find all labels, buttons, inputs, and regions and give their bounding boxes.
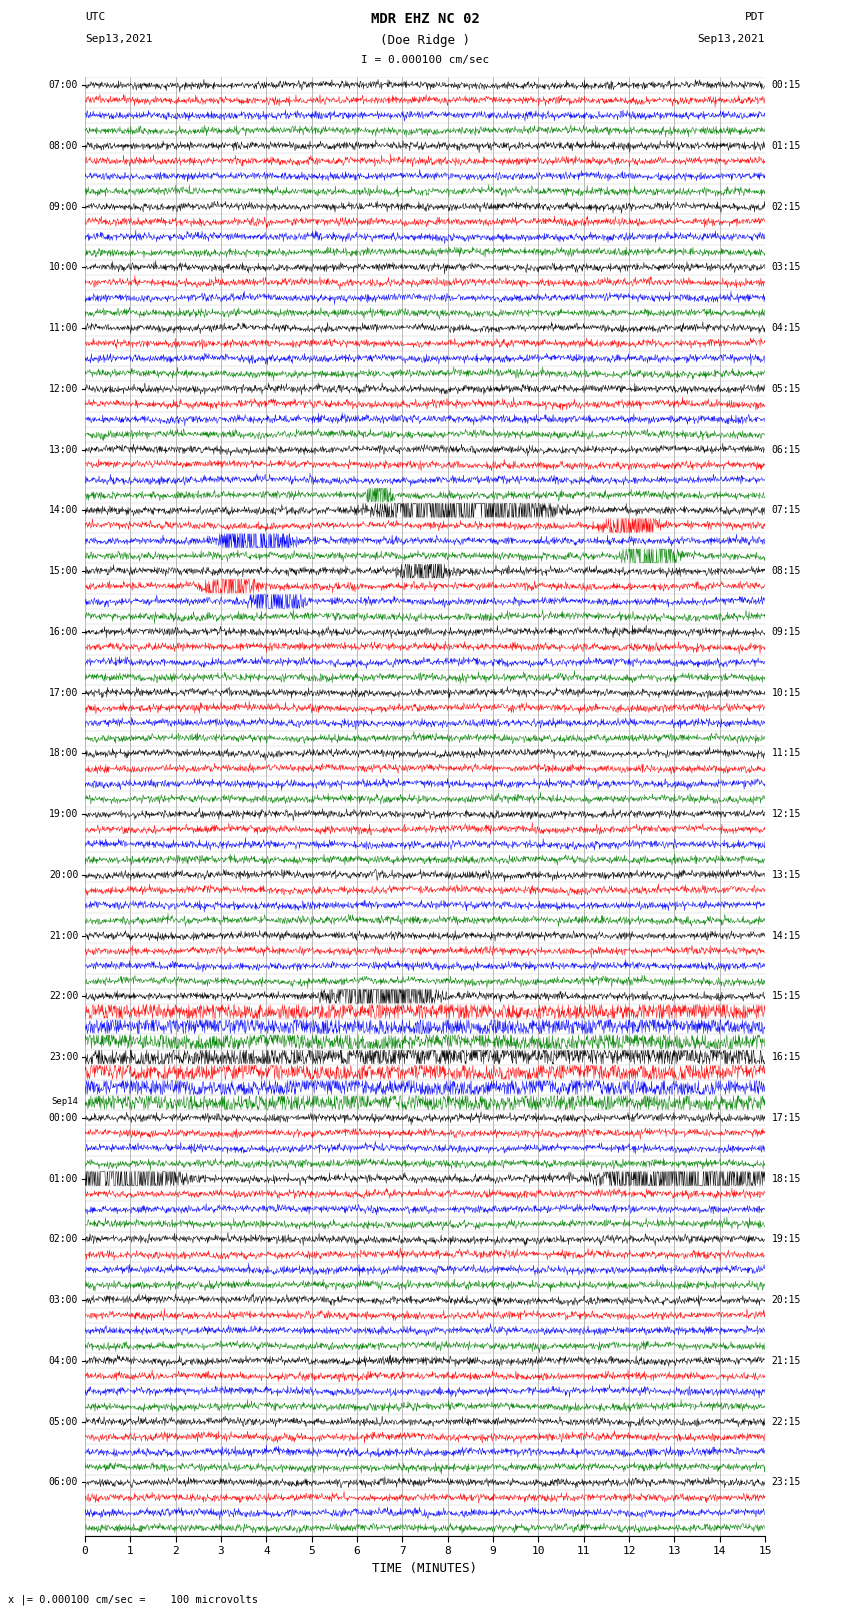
Text: 17:15: 17:15 bbox=[772, 1113, 802, 1123]
Text: 21:15: 21:15 bbox=[772, 1357, 802, 1366]
Text: MDR EHZ NC 02: MDR EHZ NC 02 bbox=[371, 11, 479, 26]
Text: I = 0.000100 cm/sec: I = 0.000100 cm/sec bbox=[361, 55, 489, 65]
Text: 13:15: 13:15 bbox=[772, 869, 802, 879]
Text: UTC: UTC bbox=[85, 11, 105, 21]
Text: 04:00: 04:00 bbox=[48, 1357, 78, 1366]
Text: (Doe Ridge ): (Doe Ridge ) bbox=[380, 34, 470, 47]
Text: 12:15: 12:15 bbox=[772, 810, 802, 819]
Text: 14:00: 14:00 bbox=[48, 505, 78, 515]
X-axis label: TIME (MINUTES): TIME (MINUTES) bbox=[372, 1561, 478, 1574]
Text: 11:15: 11:15 bbox=[772, 748, 802, 758]
Text: 14:15: 14:15 bbox=[772, 931, 802, 940]
Text: 18:00: 18:00 bbox=[48, 748, 78, 758]
Text: 08:00: 08:00 bbox=[48, 140, 78, 150]
Text: 01:15: 01:15 bbox=[772, 140, 802, 150]
Text: 02:15: 02:15 bbox=[772, 202, 802, 211]
Text: PDT: PDT bbox=[745, 11, 765, 21]
Text: 07:15: 07:15 bbox=[772, 505, 802, 515]
Text: 23:00: 23:00 bbox=[48, 1052, 78, 1061]
Text: 22:15: 22:15 bbox=[772, 1416, 802, 1426]
Text: 00:15: 00:15 bbox=[772, 81, 802, 90]
Text: 20:00: 20:00 bbox=[48, 869, 78, 879]
Text: 15:00: 15:00 bbox=[48, 566, 78, 576]
Text: 03:00: 03:00 bbox=[48, 1295, 78, 1305]
Text: 10:15: 10:15 bbox=[772, 687, 802, 697]
Text: 09:15: 09:15 bbox=[772, 627, 802, 637]
Text: 19:15: 19:15 bbox=[772, 1234, 802, 1244]
Text: 18:15: 18:15 bbox=[772, 1174, 802, 1184]
Text: 23:15: 23:15 bbox=[772, 1478, 802, 1487]
Text: 05:00: 05:00 bbox=[48, 1416, 78, 1426]
Text: 21:00: 21:00 bbox=[48, 931, 78, 940]
Text: 15:15: 15:15 bbox=[772, 992, 802, 1002]
Text: 05:15: 05:15 bbox=[772, 384, 802, 394]
Text: 16:00: 16:00 bbox=[48, 627, 78, 637]
Text: Sep13,2021: Sep13,2021 bbox=[698, 34, 765, 44]
Text: 06:00: 06:00 bbox=[48, 1478, 78, 1487]
Text: 09:00: 09:00 bbox=[48, 202, 78, 211]
Text: 02:00: 02:00 bbox=[48, 1234, 78, 1244]
Text: Sep14: Sep14 bbox=[51, 1097, 78, 1107]
Text: 12:00: 12:00 bbox=[48, 384, 78, 394]
Text: 22:00: 22:00 bbox=[48, 992, 78, 1002]
Text: 16:15: 16:15 bbox=[772, 1052, 802, 1061]
Text: 07:00: 07:00 bbox=[48, 81, 78, 90]
Text: x |= 0.000100 cm/sec =    100 microvolts: x |= 0.000100 cm/sec = 100 microvolts bbox=[8, 1594, 258, 1605]
Text: 11:00: 11:00 bbox=[48, 323, 78, 332]
Text: 03:15: 03:15 bbox=[772, 263, 802, 273]
Text: 17:00: 17:00 bbox=[48, 687, 78, 697]
Text: 13:00: 13:00 bbox=[48, 445, 78, 455]
Text: 06:15: 06:15 bbox=[772, 445, 802, 455]
Text: 19:00: 19:00 bbox=[48, 810, 78, 819]
Text: 00:00: 00:00 bbox=[48, 1113, 78, 1123]
Text: 20:15: 20:15 bbox=[772, 1295, 802, 1305]
Text: 10:00: 10:00 bbox=[48, 263, 78, 273]
Text: 01:00: 01:00 bbox=[48, 1174, 78, 1184]
Text: 08:15: 08:15 bbox=[772, 566, 802, 576]
Text: Sep13,2021: Sep13,2021 bbox=[85, 34, 152, 44]
Text: 04:15: 04:15 bbox=[772, 323, 802, 332]
